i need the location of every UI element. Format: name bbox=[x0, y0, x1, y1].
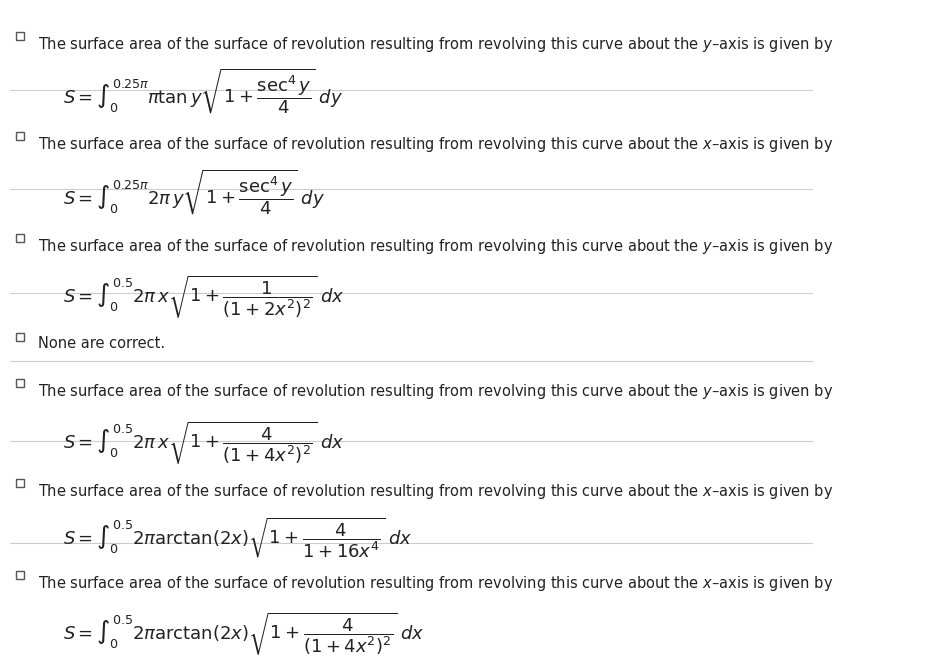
Text: The surface area of the surface of revolution resulting from revolving this curv: The surface area of the surface of revol… bbox=[38, 237, 832, 256]
Text: The surface area of the surface of revolution resulting from revolving this curv: The surface area of the surface of revol… bbox=[38, 482, 832, 501]
Text: The surface area of the surface of revolution resulting from revolving this curv: The surface area of the surface of revol… bbox=[38, 382, 832, 401]
Bar bbox=[16, 571, 23, 579]
Text: $S = \int_0^{0.5} 2\pi \arctan(2x) \sqrt{1 + \dfrac{4}{(1+4x^2)^2}}\; dx$: $S = \int_0^{0.5} 2\pi \arctan(2x) \sqrt… bbox=[63, 610, 424, 656]
Bar bbox=[16, 380, 23, 387]
Text: $S = \int_0^{0.25\pi} 2\pi\, y \sqrt{1 + \dfrac{\sec^4 y}{4}}\; dy$: $S = \int_0^{0.25\pi} 2\pi\, y \sqrt{1 +… bbox=[63, 167, 325, 217]
Bar bbox=[16, 234, 23, 242]
Text: $S = \int_0^{0.5} 2\pi \arctan(2x) \sqrt{1 + \dfrac{4}{1+16x^4}}\; dx$: $S = \int_0^{0.5} 2\pi \arctan(2x) \sqrt… bbox=[63, 516, 412, 560]
Text: $S = \int_0^{0.5} 2\pi\, x \sqrt{1 + \dfrac{4}{(1+4x^2)^2}}\; dx$: $S = \int_0^{0.5} 2\pi\, x \sqrt{1 + \df… bbox=[63, 419, 343, 466]
Text: The surface area of the surface of revolution resulting from revolving this curv: The surface area of the surface of revol… bbox=[38, 35, 832, 54]
Bar bbox=[16, 132, 23, 140]
Bar bbox=[16, 479, 23, 487]
Text: None are correct.: None are correct. bbox=[38, 336, 165, 351]
Bar bbox=[16, 333, 23, 341]
Bar bbox=[16, 32, 23, 40]
Text: The surface area of the surface of revolution resulting from revolving this curv: The surface area of the surface of revol… bbox=[38, 574, 832, 593]
Text: $S = \int_0^{0.25\pi} \pi \tan y \sqrt{1 + \dfrac{\sec^4 y}{4}}\; dy$: $S = \int_0^{0.25\pi} \pi \tan y \sqrt{1… bbox=[63, 66, 342, 115]
Text: The surface area of the surface of revolution resulting from revolving this curv: The surface area of the surface of revol… bbox=[38, 135, 832, 154]
Text: $S = \int_0^{0.5} 2\pi\, x \sqrt{1 + \dfrac{1}{(1+2x^2)^2}}\; dx$: $S = \int_0^{0.5} 2\pi\, x \sqrt{1 + \df… bbox=[63, 273, 343, 320]
